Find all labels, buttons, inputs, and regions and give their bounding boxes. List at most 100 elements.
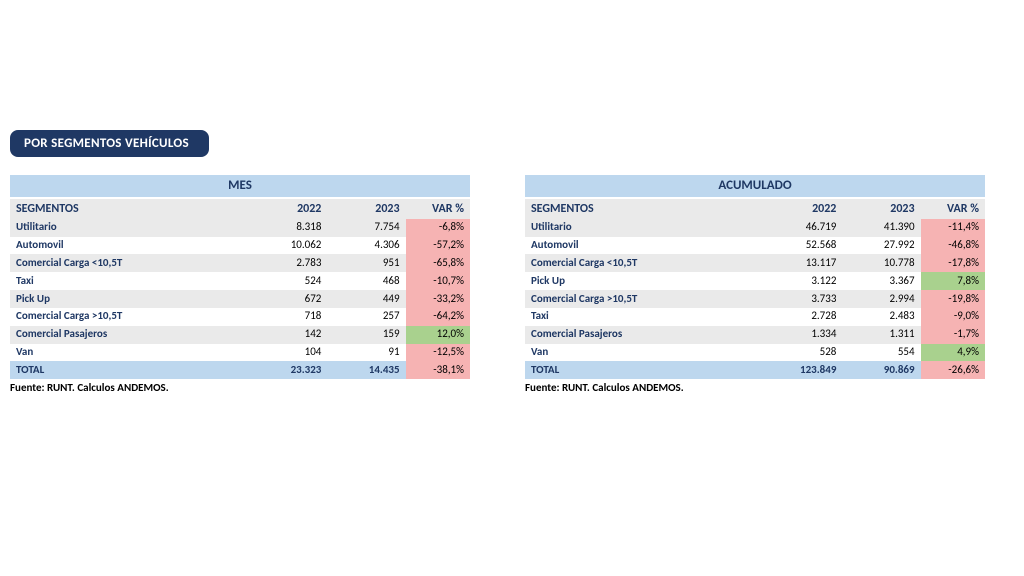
cell-var: -10,7% [406, 272, 470, 290]
table-row: Automovil10.0624.306-57,2% [10, 237, 470, 255]
table-mes: MES SEGMENTOS 2022 2023 VAR % Utilitario… [10, 175, 470, 394]
cell-y1: 1.334 [764, 326, 842, 344]
cell-var: -12,5% [406, 344, 470, 362]
cell-y1: 52.568 [764, 237, 842, 255]
cell-var: -1,7% [921, 326, 985, 344]
total-label: TOTAL [525, 361, 764, 379]
total-row: TOTAL 23.323 14.435 -38,1% [10, 361, 470, 379]
cell-seg: Van [10, 344, 249, 362]
section-title: POR SEGMENTOS VEHÍCULOS [10, 130, 209, 157]
cell-y2: 3.367 [842, 272, 920, 290]
cell-y2: 2.994 [842, 290, 920, 308]
cell-y2: 449 [327, 290, 405, 308]
cell-y2: 554 [842, 344, 920, 362]
col-var: VAR % [921, 198, 985, 219]
cell-var: -57,2% [406, 237, 470, 255]
cell-var: -9,0% [921, 308, 985, 326]
cell-seg: Comercial Carga <10,5T [525, 254, 764, 272]
cell-seg: Comercial Carga >10,5T [525, 290, 764, 308]
cell-y1: 46.719 [764, 219, 842, 237]
cell-y2: 951 [327, 254, 405, 272]
cell-y2: 257 [327, 308, 405, 326]
table-row: Taxi2.7282.483-9,0% [525, 308, 985, 326]
cell-var: -64,2% [406, 308, 470, 326]
table-row: Comercial Carga <10,5T2.783951-65,8% [10, 254, 470, 272]
table-row: Comercial Carga >10,5T3.7332.994-19,8% [525, 290, 985, 308]
cell-y1: 528 [764, 344, 842, 362]
cell-y2: 1.311 [842, 326, 920, 344]
col-y2: 2023 [327, 198, 405, 219]
cell-var: 12,0% [406, 326, 470, 344]
cell-var: -11,4% [921, 219, 985, 237]
table-row: Comercial Carga <10,5T13.11710.778-17,8% [525, 254, 985, 272]
cell-y2: 7.754 [327, 219, 405, 237]
table-row: Comercial Pasajeros14215912,0% [10, 326, 470, 344]
cell-y1: 8.318 [249, 219, 327, 237]
cell-var: -17,8% [921, 254, 985, 272]
source-note: Fuente: RUNT. Calculos ANDEMOS. [10, 381, 470, 394]
col-y1: 2022 [764, 198, 842, 219]
tables-container: MES SEGMENTOS 2022 2023 VAR % Utilitario… [10, 175, 1014, 394]
table-row: Pick Up3.1223.3677,8% [525, 272, 985, 290]
cell-y2: 10.778 [842, 254, 920, 272]
cell-y2: 4.306 [327, 237, 405, 255]
table-acumulado: ACUMULADO SEGMENTOS 2022 2023 VAR % Util… [525, 175, 985, 394]
cell-seg: Automovil [10, 237, 249, 255]
total-row: TOTAL 123.849 90.869 -26,6% [525, 361, 985, 379]
cell-var: -33,2% [406, 290, 470, 308]
table-row: Pick Up672449-33,2% [10, 290, 470, 308]
total-y2: 14.435 [327, 361, 405, 379]
table-row: Utilitario46.71941.390-11,4% [525, 219, 985, 237]
table-row: Van10491-12,5% [10, 344, 470, 362]
cell-y2: 468 [327, 272, 405, 290]
total-y2: 90.869 [842, 361, 920, 379]
cell-seg: Comercial Pasajeros [10, 326, 249, 344]
col-seg: SEGMENTOS [525, 198, 764, 219]
cell-y2: 2.483 [842, 308, 920, 326]
cell-var: -46,8% [921, 237, 985, 255]
cell-seg: Pick Up [525, 272, 764, 290]
total-y1: 23.323 [249, 361, 327, 379]
cell-seg: Comercial Pasajeros [525, 326, 764, 344]
cell-seg: Comercial Carga <10,5T [10, 254, 249, 272]
cell-y1: 3.733 [764, 290, 842, 308]
cell-y1: 104 [249, 344, 327, 362]
total-var: -26,6% [921, 361, 985, 379]
cell-y1: 10.062 [249, 237, 327, 255]
cell-y1: 3.122 [764, 272, 842, 290]
data-table: ACUMULADO SEGMENTOS 2022 2023 VAR % Util… [525, 175, 985, 379]
cell-seg: Taxi [525, 308, 764, 326]
cell-y1: 13.117 [764, 254, 842, 272]
table-row: Comercial Pasajeros1.3341.311-1,7% [525, 326, 985, 344]
cell-var: 4,9% [921, 344, 985, 362]
col-seg: SEGMENTOS [10, 198, 249, 219]
cell-var: -6,8% [406, 219, 470, 237]
data-table: MES SEGMENTOS 2022 2023 VAR % Utilitario… [10, 175, 470, 379]
cell-y2: 91 [327, 344, 405, 362]
cell-y1: 672 [249, 290, 327, 308]
cell-y2: 27.992 [842, 237, 920, 255]
cell-seg: Pick Up [10, 290, 249, 308]
cell-y1: 2.728 [764, 308, 842, 326]
table-row: Van5285544,9% [525, 344, 985, 362]
cell-seg: Utilitario [10, 219, 249, 237]
total-var: -38,1% [406, 361, 470, 379]
cell-y1: 142 [249, 326, 327, 344]
table-row: Utilitario8.3187.754-6,8% [10, 219, 470, 237]
table-row: Taxi524468-10,7% [10, 272, 470, 290]
table-row: Comercial Carga >10,5T718257-64,2% [10, 308, 470, 326]
table-title: MES [10, 175, 470, 198]
col-y1: 2022 [249, 198, 327, 219]
total-y1: 123.849 [764, 361, 842, 379]
col-var: VAR % [406, 198, 470, 219]
cell-var: 7,8% [921, 272, 985, 290]
cell-var: -65,8% [406, 254, 470, 272]
cell-seg: Comercial Carga >10,5T [10, 308, 249, 326]
cell-y2: 159 [327, 326, 405, 344]
cell-y1: 524 [249, 272, 327, 290]
cell-y1: 2.783 [249, 254, 327, 272]
cell-var: -19,8% [921, 290, 985, 308]
table-title: ACUMULADO [525, 175, 985, 198]
cell-seg: Utilitario [525, 219, 764, 237]
cell-seg: Van [525, 344, 764, 362]
